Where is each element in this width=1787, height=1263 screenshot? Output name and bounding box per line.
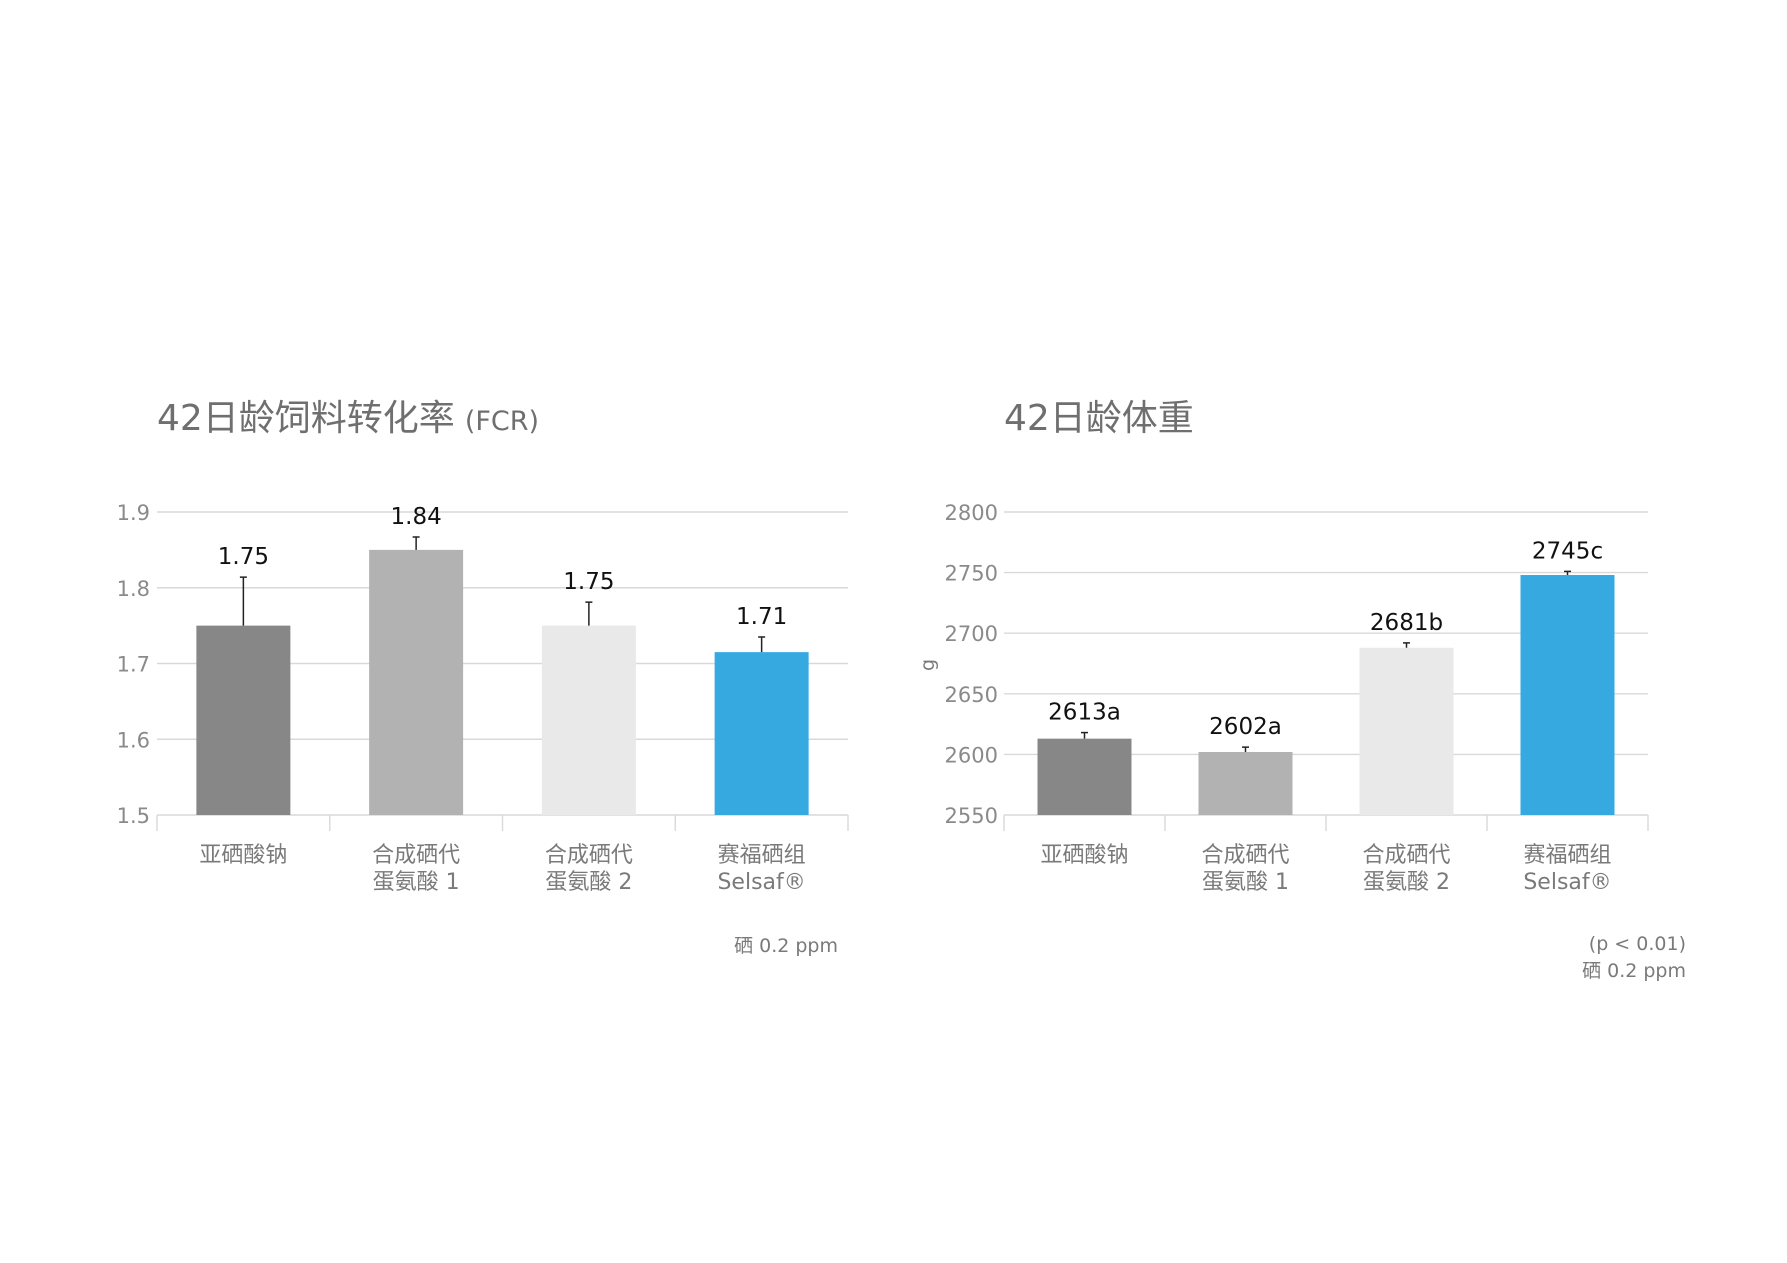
fcr-y-tick-label: 1.9 bbox=[117, 501, 150, 525]
fcr-value-label: 1.75 bbox=[218, 544, 269, 570]
body-weight-y-tick-label: 2650 bbox=[945, 683, 998, 707]
fcr-y-tick-label: 1.5 bbox=[117, 804, 150, 828]
body-weight-category-label: 蛋氨酸 1 bbox=[1202, 870, 1289, 895]
body-weight-bar bbox=[1359, 647, 1454, 815]
body-weight-category-label: 赛福硒组 bbox=[1523, 843, 1611, 868]
fcr-y-tick-label: 1.7 bbox=[117, 653, 150, 677]
body-weight-title: 42日龄体重 bbox=[1004, 398, 1194, 439]
body-weight-note: (p < 0.01) bbox=[1589, 933, 1686, 955]
fcr-bar bbox=[714, 652, 809, 815]
body-weight-value-label: 2681b bbox=[1370, 610, 1443, 636]
body-weight-bar bbox=[1037, 738, 1132, 815]
body-weight-category-label: 合成硒代 bbox=[1201, 843, 1289, 868]
fcr-category-label: 蛋氨酸 1 bbox=[373, 870, 460, 895]
body-weight-bar bbox=[1198, 751, 1293, 815]
body-weight-category-label: Selsaf® bbox=[1523, 870, 1611, 895]
body-weight-category-label: 蛋氨酸 2 bbox=[1363, 870, 1450, 895]
fcr-title: 42日龄饲料转化率 (FCR) bbox=[157, 398, 539, 439]
fcr-note: 硒 0.2 ppm bbox=[734, 935, 838, 957]
fcr-title-suffix: (FCR) bbox=[465, 406, 539, 437]
fcr-y-tick-label: 1.6 bbox=[117, 728, 150, 752]
fcr-category-label: Selsaf® bbox=[717, 870, 805, 895]
fcr-bar bbox=[196, 625, 291, 815]
fcr-y-tick-label: 1.8 bbox=[117, 577, 150, 601]
body-weight-value-label: 2745c bbox=[1532, 538, 1603, 564]
fcr-value-label: 1.75 bbox=[563, 569, 614, 595]
body-weight-y-tick-label: 2550 bbox=[945, 804, 998, 828]
fcr-category-label: 蛋氨酸 2 bbox=[545, 870, 632, 895]
fcr-category-label: 合成硒代 bbox=[545, 843, 633, 868]
fcr-value-label: 1.84 bbox=[391, 504, 442, 530]
fcr-bar bbox=[369, 549, 464, 815]
body-weight-value-label: 2602a bbox=[1209, 714, 1282, 740]
fcr-category-label: 合成硒代 bbox=[372, 843, 460, 868]
fcr-value-label: 1.71 bbox=[736, 604, 787, 630]
fcr-bar bbox=[541, 625, 636, 815]
fcr-title-main: 42日龄饲料转化率 bbox=[157, 398, 455, 439]
body-weight-value-label: 2613a bbox=[1048, 700, 1121, 726]
body-weight-title-main: 42日龄体重 bbox=[1004, 398, 1194, 439]
body-weight-y-axis-label: g bbox=[917, 659, 939, 671]
fcr-category-label: 赛福硒组 bbox=[718, 843, 806, 868]
body-weight-y-tick-label: 2700 bbox=[945, 622, 998, 646]
body-weight-y-tick-label: 2750 bbox=[945, 562, 998, 586]
body-weight-note: 硒 0.2 ppm bbox=[1582, 960, 1686, 982]
body-weight-category-label: 合成硒代 bbox=[1362, 843, 1450, 868]
body-weight-category-label: 亚硒酸钠 bbox=[1040, 843, 1128, 868]
body-weight-bar bbox=[1520, 575, 1615, 815]
fcr-category-label: 亚硒酸钠 bbox=[199, 843, 287, 868]
body-weight-y-tick-label: 2800 bbox=[945, 501, 998, 525]
body-weight-y-tick-label: 2600 bbox=[945, 743, 998, 767]
